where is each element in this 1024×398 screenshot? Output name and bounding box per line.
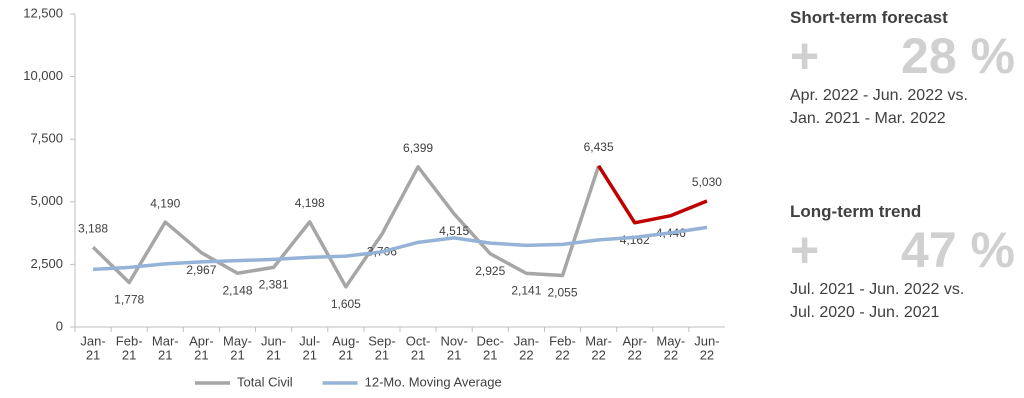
y-tick-label: 0 (56, 318, 63, 333)
y-tick-label: 2,500 (30, 256, 63, 271)
x-tick-label: 22 (519, 347, 533, 362)
x-tick-label: Aug- (332, 333, 359, 348)
x-tick-label: 22 (664, 347, 678, 362)
sign: + (790, 28, 820, 84)
x-tick-label: 21 (339, 347, 353, 362)
data-label: 2,381 (259, 278, 289, 292)
x-tick-label: Jan- (80, 333, 105, 348)
panel-title: Long-term trend (790, 202, 922, 221)
panel-text: Jul. 2021 - Jun. 2022 vs. (790, 281, 965, 298)
data-label: 2,148 (222, 283, 252, 297)
series-line (91, 165, 601, 289)
x-tick-label: Jan- (514, 333, 539, 348)
data-label: 4,515 (439, 224, 469, 238)
y-tick-label: 7,500 (30, 131, 63, 146)
panel-figure: +47 % (790, 222, 1015, 278)
data-label: 2,055 (547, 286, 577, 300)
data-label: 5,030 (692, 175, 722, 189)
x-tick-label: May- (223, 333, 252, 348)
x-tick-label: Feb- (549, 333, 576, 348)
percent: 28 % (901, 28, 1015, 84)
data-label: 2,141 (511, 284, 541, 298)
series-line (92, 225, 708, 272)
x-tick-label: Mar- (585, 333, 612, 348)
panel: Short-term forecast +28 % Apr. 2022 - Ju… (790, 8, 1024, 130)
x-tick-label: May- (656, 333, 685, 348)
data-label: 3,188 (78, 221, 108, 235)
data-label: 1,778 (114, 293, 144, 307)
x-tick-label: 21 (122, 347, 136, 362)
data-label: 1,605 (331, 297, 361, 311)
x-tick-label: 22 (627, 347, 641, 362)
y-tick-label: 10,000 (23, 68, 63, 83)
data-label: 2,967 (186, 263, 216, 277)
x-tick-label: Jul- (299, 333, 320, 348)
x-tick-label: 22 (591, 347, 605, 362)
x-tick-label: Mar- (152, 333, 179, 348)
x-tick-label: Apr- (189, 333, 214, 348)
x-tick-label: 21 (86, 347, 100, 362)
data-label: 4,190 (150, 196, 180, 210)
percent: 47 % (901, 222, 1015, 278)
legend-label: Total Civil (237, 374, 293, 389)
x-tick-label: 21 (375, 347, 389, 362)
x-tick-label: Oct- (406, 333, 431, 348)
x-tick-label: Jun- (694, 333, 719, 348)
x-tick-label: 22 (700, 347, 714, 362)
panel-figure: +28 % (790, 28, 1015, 84)
chart: 02,5005,0007,50010,00012,500Jan-21Feb-21… (23, 5, 725, 389)
y-tick-label: 12,500 (23, 5, 63, 20)
sign: + (790, 222, 820, 278)
x-tick-label: Dec- (477, 333, 504, 348)
x-tick-label: 21 (230, 347, 244, 362)
x-tick-label: Apr- (622, 333, 647, 348)
x-tick-label: 21 (411, 347, 425, 362)
data-label: 4,198 (295, 196, 325, 210)
x-tick-label: 21 (302, 347, 316, 362)
panel-text: Apr. 2022 - Jun. 2022 vs. (790, 87, 968, 104)
legend-label: 12-Mo. Moving Average (365, 374, 502, 389)
x-tick-label: 21 (158, 347, 172, 362)
panel-text: Jan. 2021 - Mar. 2022 (790, 110, 946, 127)
x-tick-label: 21 (483, 347, 497, 362)
x-tick-label: Jun- (261, 333, 286, 348)
y-tick-label: 5,000 (30, 193, 63, 208)
panel-text: Jul. 2020 - Jun. 2021 (790, 304, 940, 321)
x-tick-label: Feb- (116, 333, 143, 348)
series-line (597, 164, 708, 225)
x-tick-label: Nov- (440, 333, 467, 348)
data-label: 6,435 (584, 140, 614, 154)
x-tick-label: 21 (447, 347, 461, 362)
data-label: 6,399 (403, 141, 433, 155)
x-tick-label: Sep- (368, 333, 395, 348)
x-tick-label: 21 (194, 347, 208, 362)
data-label: 2,925 (475, 264, 505, 278)
panel: Long-term trend +47 % Jul. 2021 - Jun. 2… (790, 202, 1024, 324)
x-tick-label: 21 (266, 347, 280, 362)
x-tick-label: 22 (555, 347, 569, 362)
panel-title: Short-term forecast (790, 8, 948, 27)
